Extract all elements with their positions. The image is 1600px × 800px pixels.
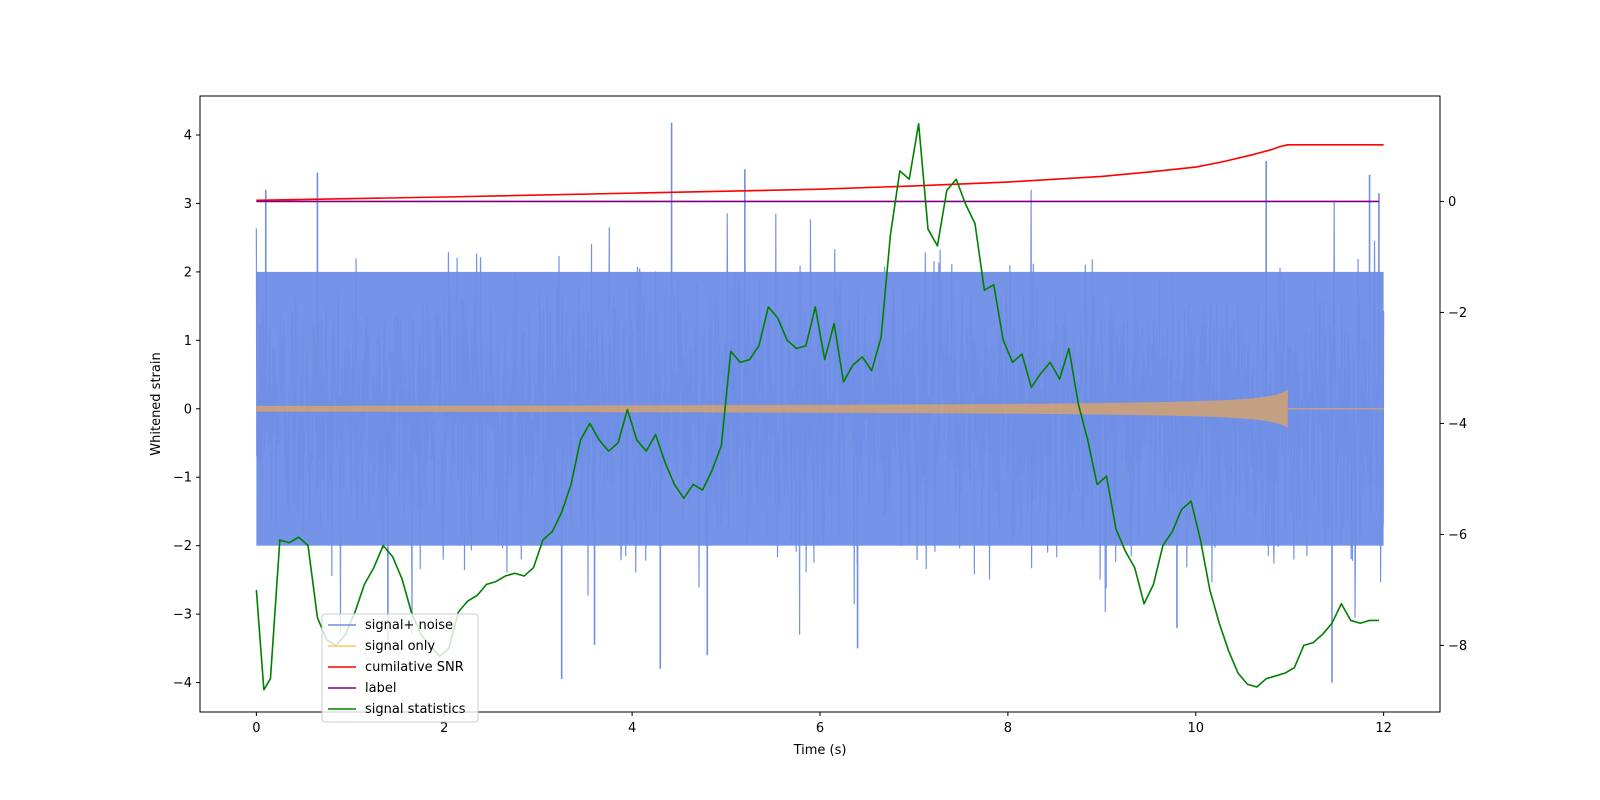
y2-tick-label: 0 [1448, 195, 1456, 210]
y2-tick-label: −6 [1448, 528, 1467, 543]
legend-item-signal-statistics: signal statistics [328, 702, 466, 717]
legend-box [321, 613, 479, 723]
x-tick-label: 2 [440, 721, 448, 736]
legend-label: signal statistics [365, 702, 466, 717]
y-axis-left: −4 −3 −2 −1 0 1 2 3 4 [173, 129, 200, 691]
legend-item-signal-only: signal only [328, 639, 435, 654]
snr-line [256, 144, 1384, 202]
y-tick-label: −1 [173, 471, 192, 486]
y-axis-right: −8 −6 −4 −2 0 [1440, 195, 1467, 654]
x-tick-label: 12 [1375, 721, 1392, 736]
legend-item-label: label [328, 681, 396, 696]
y2-tick-label: −2 [1448, 306, 1467, 321]
x-tick-label: 0 [252, 721, 260, 736]
legend-label: signal only [365, 639, 435, 654]
legend-label: label [365, 681, 396, 696]
x-axis: 0 2 4 6 8 10 12 [252, 712, 1392, 736]
series-cumilative-snr [256, 144, 1384, 202]
series-signal-only [256, 389, 1384, 428]
y2-tick-label: −8 [1448, 639, 1467, 654]
x-axis-label: Time (s) [793, 743, 847, 758]
y-tick-label: −4 [173, 676, 192, 691]
x-tick-label: 4 [628, 721, 636, 736]
signal-chirp [256, 389, 1288, 428]
noise-trace [255, 189, 1385, 635]
y-tick-label: 1 [184, 334, 192, 349]
y-tick-label: 3 [184, 197, 192, 212]
y-tick-label: −3 [173, 608, 192, 623]
y-tick-label: 0 [184, 402, 192, 417]
y-tick-label: 2 [184, 265, 192, 280]
x-tick-label: 8 [1004, 721, 1012, 736]
legend-item-signal-plus-noise: signal+ noise [328, 618, 453, 633]
y-tick-label: 4 [184, 129, 192, 144]
legend-label: signal+ noise [365, 618, 453, 633]
y-axis-label: Whitened strain [149, 352, 164, 455]
y-tick-label: −2 [173, 539, 192, 554]
legend: signal+ noise signal only cumilative SNR… [321, 613, 479, 723]
x-tick-label: 6 [816, 721, 824, 736]
y2-tick-label: −4 [1448, 417, 1467, 432]
legend-label: cumilative SNR [365, 660, 464, 675]
legend-item-cumilative-snr: cumilative SNR [328, 660, 464, 675]
x-tick-label: 10 [1187, 721, 1204, 736]
